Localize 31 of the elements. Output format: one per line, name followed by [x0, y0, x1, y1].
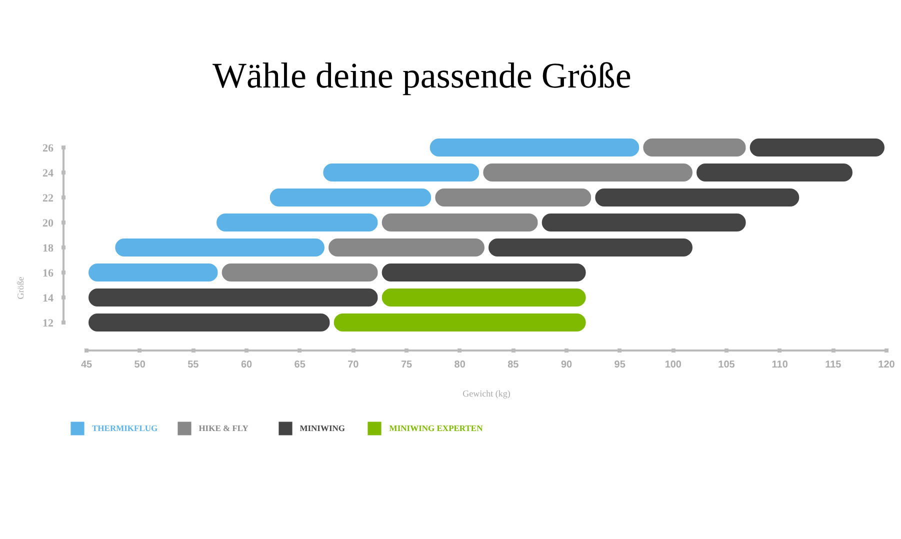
y-tick-label: 24 [42, 168, 54, 180]
x-tick-label: 120 [878, 360, 896, 370]
y-tick-label: 22 [42, 192, 54, 204]
x-tick-label: 95 [614, 360, 626, 370]
x-tick-label: 55 [188, 360, 200, 370]
legend-label: HIKE & FLY [198, 423, 248, 433]
x-tick-label: 100 [664, 360, 682, 370]
x-tick-label: 45 [80, 360, 92, 370]
x-tick-label: 105 [718, 360, 736, 370]
x-axis-title: Gewicht (kg) [462, 388, 510, 398]
x-tick-label: 50 [134, 360, 146, 370]
legend-label: MINIWING EXPERTEN [389, 423, 483, 433]
x-tick-label: 110 [772, 360, 788, 370]
x-tick-label: 60 [240, 360, 252, 370]
x-tick-label: 65 [294, 360, 306, 370]
y-tick-label: 20 [42, 218, 54, 230]
x-tick-label: 80 [454, 360, 466, 370]
chart-title: Wähle deine passende Größe [212, 56, 632, 96]
y-axis-title: Größe [16, 276, 26, 300]
x-tick-label: 75 [400, 360, 412, 370]
x-tick-label: 90 [560, 360, 572, 370]
x-tick-label: 115 [825, 360, 842, 370]
y-tick-label: 16 [42, 268, 54, 280]
y-tick-label: 18 [42, 242, 54, 254]
y-tick-label: 12 [42, 318, 54, 330]
x-tick-label: 85 [508, 360, 520, 370]
x-tick-label: 70 [348, 360, 360, 370]
y-tick-label: 26 [42, 142, 54, 154]
legend-label: MINIWING [300, 423, 346, 433]
y-tick-label: 14 [42, 292, 54, 304]
legend-label: THERMIKFLUG [92, 423, 158, 433]
